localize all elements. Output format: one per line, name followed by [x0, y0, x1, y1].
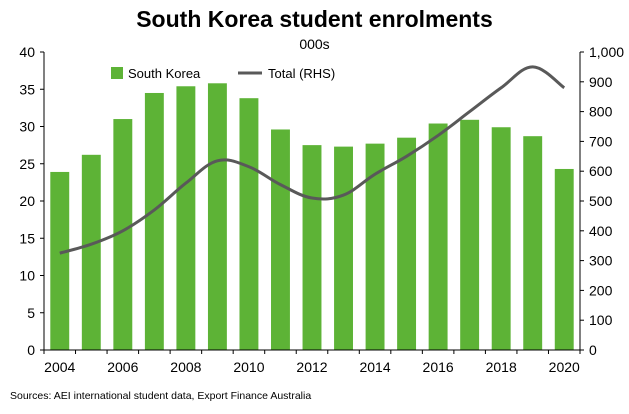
x-tick-label: 2014: [359, 359, 390, 375]
right-tick-label: 1,000: [589, 44, 624, 60]
bar-2012: [302, 145, 322, 350]
right-axis-ticks: 0 100 200 300 400 500 600 700 800 900 1,000: [580, 44, 624, 358]
bar-2007: [144, 92, 164, 350]
right-tick-label: 100: [589, 312, 613, 328]
bar-2004: [50, 171, 70, 350]
chart-title: South Korea student enrolments: [136, 6, 493, 32]
bar-2014: [365, 143, 385, 350]
x-tick-label: 2016: [423, 359, 454, 375]
x-tick-label: 2018: [486, 359, 517, 375]
left-tick-label: 35: [19, 81, 35, 97]
bar-2015: [397, 137, 417, 350]
bar-2005: [81, 154, 101, 350]
left-tick-label: 5: [27, 305, 35, 321]
right-tick-label: 500: [589, 193, 613, 209]
chart-subtitle: 000s: [299, 36, 330, 52]
right-tick-label: 900: [589, 74, 613, 90]
right-tick-label: 300: [589, 253, 613, 269]
left-axis-ticks: 0 5 10 15 20 25 30 35 40: [19, 44, 44, 358]
bar-2020: [554, 168, 574, 350]
right-tick-label: 600: [589, 163, 613, 179]
source-note: Sources: AEI international student data,…: [10, 390, 312, 402]
bar-2018: [491, 127, 511, 351]
x-tick-label: 2004: [44, 359, 75, 375]
bar-2013: [334, 146, 353, 350]
left-tick-label: 10: [19, 268, 35, 284]
bar-series: [50, 83, 574, 351]
legend-label-south-korea: South Korea: [128, 66, 201, 81]
bar-2006: [113, 119, 133, 350]
x-tick-label: 2020: [549, 359, 580, 375]
bar-2008: [176, 86, 196, 351]
bar-2019: [523, 136, 543, 350]
x-tick-label: 2008: [170, 359, 201, 375]
right-tick-label: 200: [589, 282, 613, 298]
total-line: [59, 65, 566, 255]
left-tick-label: 15: [19, 230, 35, 246]
right-tick-label: 400: [589, 223, 613, 239]
bar-2017: [460, 119, 480, 350]
right-tick-label: 800: [589, 104, 613, 120]
x-tick-label: 2010: [233, 359, 264, 375]
legend-label-total: Total (RHS): [268, 66, 335, 81]
left-tick-label: 20: [19, 193, 35, 209]
x-tick-label: 2006: [107, 359, 138, 375]
legend-swatch-south-korea: [111, 67, 123, 79]
bar-2011: [271, 129, 290, 350]
bar-2016: [428, 123, 448, 351]
left-tick-label: 0: [27, 342, 35, 358]
x-axis-ticks: 2004 2006 2008 2010 2012 2014 2016 2018 2020: [43, 350, 581, 375]
right-tick-label: 700: [589, 133, 613, 149]
bar-2009: [207, 83, 227, 350]
left-tick-label: 30: [19, 119, 35, 135]
left-tick-label: 25: [19, 156, 35, 172]
legend: South Korea Total (RHS): [111, 66, 335, 81]
x-tick-label: 2012: [296, 359, 327, 375]
bar-2010: [239, 98, 259, 350]
right-tick-label: 0: [589, 342, 597, 358]
left-tick-label: 40: [19, 44, 35, 60]
